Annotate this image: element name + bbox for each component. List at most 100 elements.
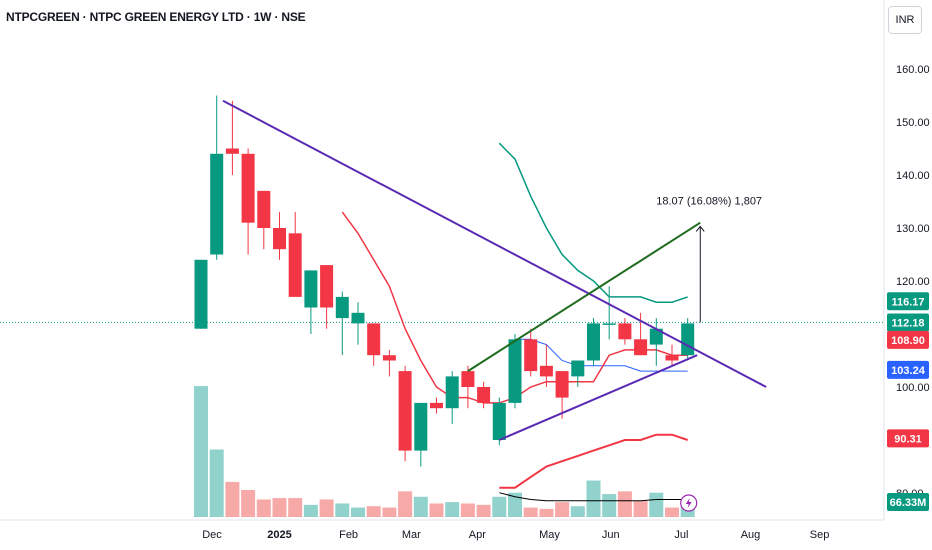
candle	[602, 286, 616, 340]
y-tick-label: 100.00	[896, 382, 930, 394]
currency-selector[interactable]: INR	[888, 6, 922, 34]
candle-body	[587, 323, 600, 361]
band-lower-line	[499, 433, 689, 489]
volume-bar	[492, 496, 507, 517]
y-tick-label: 120.00	[896, 276, 930, 288]
y-tick-label: 130.00	[896, 223, 930, 235]
candle-body	[398, 371, 412, 451]
candle-body	[524, 339, 538, 372]
volume-bar	[335, 503, 350, 517]
candle-body	[320, 265, 334, 308]
x-tick-label: Jun	[602, 529, 620, 541]
volume-bar	[445, 502, 460, 517]
candle-body	[351, 312, 365, 324]
candle-body	[477, 387, 491, 403]
candle	[492, 397, 506, 446]
volume-bar	[602, 494, 617, 517]
volume-bar	[429, 503, 444, 517]
x-tick-label: Jul	[674, 529, 688, 541]
y-tick-label: 140.00	[896, 170, 930, 182]
candle-body	[194, 259, 208, 329]
candle	[508, 334, 522, 409]
candle	[445, 371, 459, 425]
volume-bar	[508, 492, 522, 517]
volume-bar	[366, 506, 381, 517]
candle	[351, 302, 365, 345]
candle	[681, 318, 695, 361]
candle	[257, 190, 271, 250]
candle-body	[445, 376, 459, 409]
volume-bar	[633, 500, 648, 517]
price-badge-bg	[887, 330, 929, 349]
measure-arrowhead	[695, 225, 705, 232]
candle	[571, 360, 585, 387]
candle	[241, 148, 255, 255]
candle-body	[367, 323, 381, 356]
volume-bar	[555, 502, 570, 517]
lightning-icon[interactable]	[680, 494, 698, 512]
y-tick-label: 150.00	[896, 117, 930, 129]
price-badge: 66.33M	[887, 493, 929, 511]
volume-bar	[225, 481, 240, 517]
candle-body	[257, 190, 271, 228]
price-badge: 112.18	[887, 313, 929, 332]
candle-body	[681, 323, 695, 356]
price-badge-bg	[887, 360, 929, 379]
volume-bar	[617, 491, 632, 517]
band-upper-line	[498, 142, 688, 303]
candle	[304, 270, 318, 334]
volume-bar	[586, 480, 601, 517]
candle-body	[304, 270, 318, 308]
volume-bar	[351, 507, 365, 517]
volume-bar	[303, 504, 318, 517]
candle	[210, 95, 224, 260]
trendline-channel_top	[467, 221, 701, 372]
measure-label: 18.07 (16.08%) 1,807	[656, 195, 762, 207]
volume-bar	[288, 498, 303, 517]
volume-bar	[382, 507, 397, 517]
symbol-title: NTPCGREEN · NTPC GREEN ENERGY LTD · 1W ·…	[6, 10, 306, 24]
candle	[320, 265, 334, 329]
price-badge-bg	[887, 429, 929, 448]
y-tick-label: 160.00	[896, 64, 930, 76]
candle-body	[649, 328, 663, 345]
candle	[194, 259, 208, 329]
candle	[555, 371, 569, 419]
candle-body	[461, 371, 475, 387]
candle	[398, 365, 412, 462]
candle	[367, 323, 381, 366]
candle	[618, 318, 632, 345]
candle-body	[430, 402, 443, 409]
candle-body	[634, 339, 648, 356]
candle	[430, 397, 443, 414]
price-badge: 103.24	[887, 360, 929, 379]
price-badge-text: 112.18	[891, 317, 924, 329]
candle-body	[414, 402, 428, 451]
candle	[288, 212, 302, 297]
price-badge-text: 103.24	[891, 365, 926, 377]
x-tick-label: Feb	[339, 529, 358, 541]
volume-bar	[460, 503, 475, 517]
volume-bar	[241, 490, 256, 517]
candle-body	[618, 323, 632, 340]
candle-body	[555, 371, 569, 398]
x-tick-label: Aug	[741, 529, 761, 541]
x-tick-label: Dec	[202, 529, 222, 541]
volume-bar	[194, 386, 208, 517]
x-tick-label: Mar	[402, 529, 421, 541]
lightning-icon-bolt	[685, 498, 692, 508]
trendline-support	[498, 354, 698, 441]
price-badge-text: 116.17	[891, 296, 924, 308]
candle-body	[382, 355, 396, 361]
volume-bar	[476, 504, 491, 517]
candle	[335, 291, 349, 356]
volume-bar	[398, 491, 413, 517]
candle	[461, 365, 475, 409]
candle	[649, 318, 663, 366]
price-badge-text: 66.33M	[890, 497, 927, 509]
candle-body	[210, 153, 224, 255]
volume-bar	[413, 496, 428, 517]
candle	[665, 344, 679, 366]
candle-body	[602, 323, 616, 325]
